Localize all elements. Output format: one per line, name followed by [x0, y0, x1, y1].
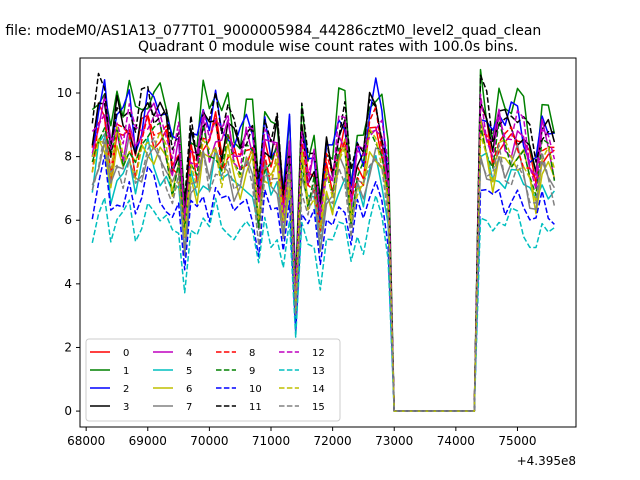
legend-label-15: 15	[312, 402, 325, 413]
y-tick-label: 6	[64, 213, 72, 227]
legend-label-1: 1	[123, 366, 129, 377]
x-axis-ticks: 68000 69000 70000 71000 72000 73000 74000 75000	[67, 427, 537, 448]
x-tick-label: 70000	[190, 434, 228, 448]
legend-label-13: 13	[312, 366, 325, 377]
legend-label-7: 7	[186, 402, 192, 413]
x-tick-label: 71000	[252, 434, 290, 448]
x-tick-label: 75000	[498, 434, 536, 448]
x-offset-label: +4.395e8	[517, 454, 576, 468]
legend-label-14: 14	[312, 384, 325, 395]
y-tick-label: 8	[64, 150, 72, 164]
series-layer	[91, 68, 556, 412]
legend-label-5: 5	[186, 366, 192, 377]
chart-title: Quadrant 0 module wise count rates with …	[138, 39, 518, 55]
y-tick-label: 2	[64, 340, 72, 354]
legend-label-6: 6	[186, 384, 192, 395]
figure-suptitle: n file: modeM0/AS1A13_077T01_9000005984_…	[0, 23, 541, 39]
series-line-15	[91, 133, 556, 412]
legend-label-9: 9	[249, 366, 255, 377]
y-tick-label: 0	[64, 404, 72, 418]
legend-label-0: 0	[123, 348, 129, 359]
series-line-10	[91, 154, 555, 412]
legend-label-4: 4	[186, 348, 192, 359]
axes-frame	[79, 57, 577, 428]
x-tick-label: 73000	[375, 434, 413, 448]
x-tick-label: 74000	[437, 434, 475, 448]
legend-label-8: 8	[249, 348, 255, 359]
y-tick-label: 4	[64, 277, 72, 291]
legend-box	[85, 338, 341, 422]
plot-area: 68000 69000 70000 71000 72000 73000 74000 75000…	[57, 57, 577, 468]
y-tick-label: 10	[57, 86, 72, 100]
series-line-11	[91, 72, 555, 412]
x-tick-label: 68000	[67, 434, 105, 448]
legend-label-12: 12	[312, 348, 325, 359]
legend-label-10: 10	[249, 384, 262, 395]
x-tick-label: 69000	[129, 434, 167, 448]
legend-label-3: 3	[123, 402, 129, 413]
x-tick-label: 72000	[314, 434, 352, 448]
series-line-14	[91, 126, 556, 412]
y-axis-ticks: 0 2 4 6 8 10	[57, 86, 80, 418]
legend-label-11: 11	[249, 402, 262, 413]
legend-label-2: 2	[123, 384, 129, 395]
